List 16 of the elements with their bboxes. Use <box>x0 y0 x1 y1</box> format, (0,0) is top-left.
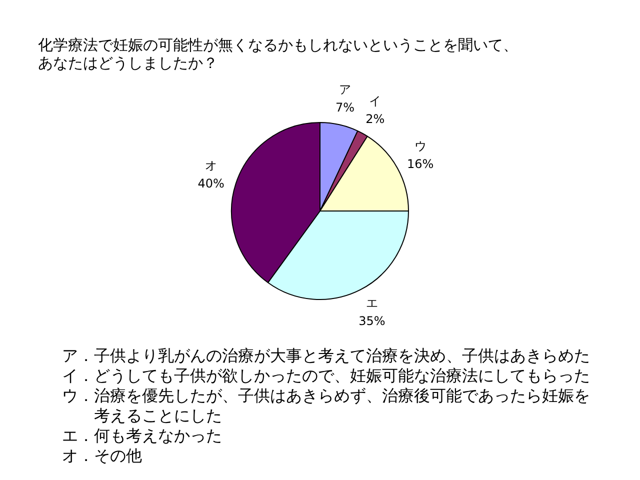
data-label: 40% <box>198 176 224 191</box>
text: ウ．治療を優先したが、子供はあきらめず、治療後可能であったら妊娠を考えることにした <box>62 386 591 426</box>
text: オ．その他 <box>62 446 143 466</box>
chart-title: 化学療法で妊娠の可能性が無くなるかもしれないということを聞いて、あなたはどうしましたか？ <box>38 36 519 72</box>
data-label: 35% <box>358 314 386 328</box>
slice-label: ア <box>338 82 351 96</box>
text: ア．子供より乳がんの治療が大事と考えて治療を決め、子供はあきらめた <box>62 346 591 366</box>
slice-label: オ <box>205 158 218 173</box>
slice-label: エ <box>366 296 378 310</box>
text: イ．どうしても子供が欲しかったので、妊娠可能な治療法にしてもらった <box>62 366 591 386</box>
data-label: 7% <box>335 100 354 114</box>
data-label: 2% <box>366 112 385 126</box>
text: エ．何も考えなかった <box>62 426 223 446</box>
data-label: 16% <box>407 156 434 171</box>
slice-label: ウ <box>414 138 426 153</box>
slice-label: イ <box>369 94 382 108</box>
